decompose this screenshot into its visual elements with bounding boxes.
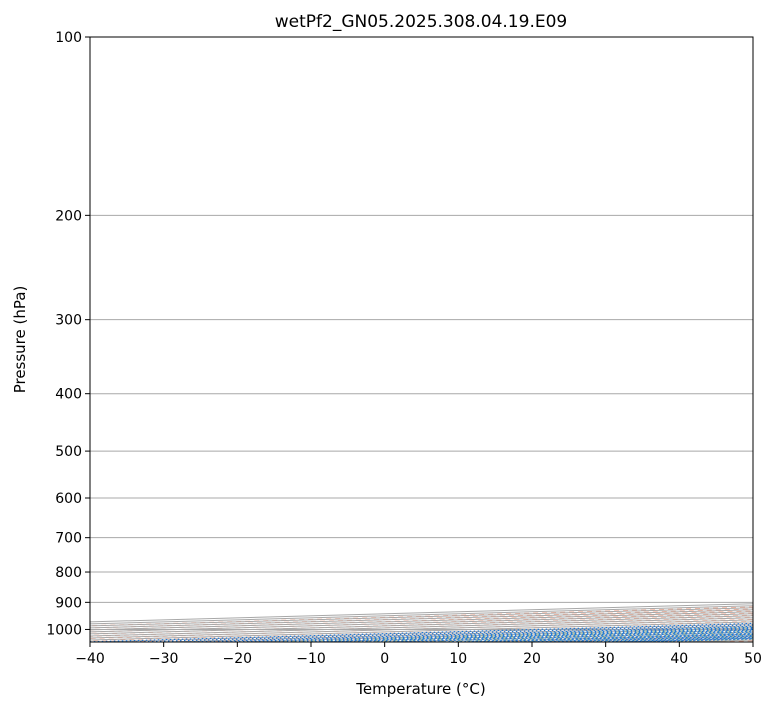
y-tick-label-4: 600 [55,491,82,507]
x-tick-label-6: 20 [523,651,541,667]
y-tick-label-9: 100 [55,30,82,46]
y-tick-label-6: 400 [55,387,82,403]
y-tick-label-7: 300 [55,313,82,329]
y-tick-label-0: 1000 [46,622,82,638]
x-tick-label-1: −30 [149,651,179,667]
x-tick-label-7: 30 [597,651,615,667]
x-tick-label-9: 50 [744,651,762,667]
x-axis-title: Temperature (°C) [355,680,485,698]
x-tick-label-3: −10 [296,651,326,667]
axes-layer: −40 −30 −20 −10 0 10 20 30 40 50 1000 900 800 700 600 5… [46,30,762,667]
y-tick-label-3: 700 [55,531,82,547]
x-tick-label-4: 0 [380,651,389,667]
x-tick-label-8: 40 [670,651,688,667]
y-axis-title: Pressure (hPa) [11,286,29,394]
x-tick-label-5: 10 [449,651,467,667]
plot-background [90,37,753,642]
chart-title: wetPf2_GN05.2025.308.04.19.E09 [275,12,567,32]
x-tick-label-2: −20 [223,651,253,667]
y-tick-label-8: 200 [55,208,82,224]
y-tick-label-2: 800 [55,565,82,581]
y-tick-label-1: 900 [55,595,82,611]
grid-layer [90,37,753,642]
plot-frame [89,36,754,643]
x-tick-label-0: −40 [75,651,105,667]
y-tick-label-5: 500 [55,444,82,460]
